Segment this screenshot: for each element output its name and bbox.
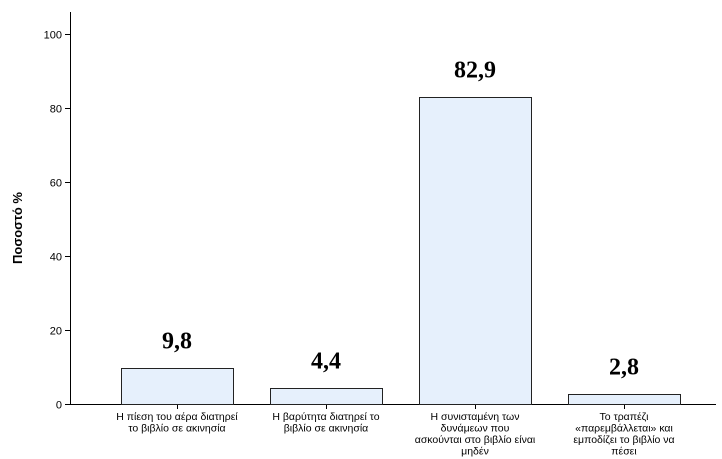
data-label: 2,8 [609,355,639,381]
bar [568,394,681,405]
y-tick-label: 100 [44,30,62,42]
x-tick-label: Η συνισταμένη των δυνάμεων που ασκούνται σ… [415,411,536,458]
data-label: 9,8 [162,329,192,355]
y-tick-label: 40 [50,252,62,264]
y-tick-label: 20 [50,326,62,338]
y-tick-label: 80 [50,104,62,116]
x-tick-label: Η πίεση του αέρα διατηρεί το βιβλίο σε ακ… [116,411,238,435]
x-tick-label: Το τραπέζι «παρεμβάλλεται» και εμποδίζει τ… [573,411,674,458]
y-tick-label: 60 [50,178,62,190]
bar [419,97,532,405]
x-tick-label: Η βαρύτητα διατηρεί το βιβλίο σε ακινησία [272,411,379,435]
data-label: 4,4 [311,349,341,375]
bar [121,368,234,405]
y-tick-label: 0 [56,400,62,412]
y-axis-title: Ποσοστό % [10,192,25,264]
data-label: 82,9 [454,58,496,84]
bar [270,388,383,405]
